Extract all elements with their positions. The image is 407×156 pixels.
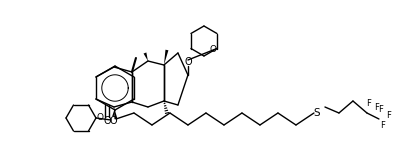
Polygon shape	[144, 52, 148, 61]
Text: F: F	[381, 120, 385, 129]
Text: O: O	[210, 45, 217, 54]
Text: F: F	[387, 110, 392, 119]
Text: F: F	[379, 105, 383, 115]
Text: S: S	[314, 108, 320, 118]
Polygon shape	[114, 107, 118, 119]
Text: O: O	[96, 114, 103, 122]
Text: O: O	[109, 116, 117, 126]
Text: O: O	[103, 116, 111, 126]
Polygon shape	[164, 50, 168, 65]
Text: F: F	[367, 100, 371, 109]
Text: F: F	[374, 102, 379, 112]
Text: O: O	[184, 57, 192, 67]
